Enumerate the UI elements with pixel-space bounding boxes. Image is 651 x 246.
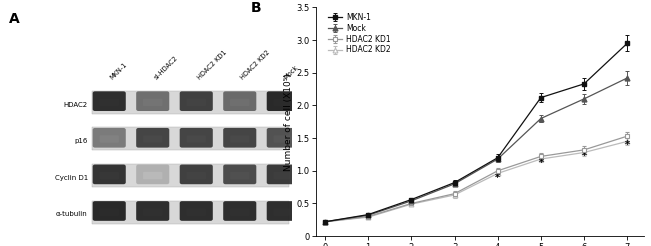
FancyBboxPatch shape	[180, 91, 213, 111]
FancyBboxPatch shape	[223, 91, 256, 111]
FancyBboxPatch shape	[136, 91, 169, 111]
Text: Mock: Mock	[283, 64, 299, 81]
Text: B: B	[251, 0, 261, 15]
FancyBboxPatch shape	[230, 99, 249, 106]
Bar	[92, 127, 289, 150]
FancyBboxPatch shape	[136, 165, 169, 184]
FancyBboxPatch shape	[180, 128, 213, 148]
FancyBboxPatch shape	[223, 201, 256, 221]
FancyBboxPatch shape	[273, 208, 293, 216]
Bar	[92, 201, 289, 224]
Text: HDAC2: HDAC2	[64, 102, 88, 108]
Text: HDAC2 KD1: HDAC2 KD1	[196, 49, 228, 81]
Text: A: A	[9, 12, 20, 26]
Text: *: *	[625, 140, 630, 150]
Text: p16: p16	[74, 138, 88, 144]
Text: si-HDAC2: si-HDAC2	[153, 55, 179, 81]
FancyBboxPatch shape	[180, 201, 213, 221]
FancyBboxPatch shape	[267, 201, 300, 221]
FancyBboxPatch shape	[100, 135, 119, 143]
FancyBboxPatch shape	[230, 135, 249, 143]
Text: MKN-1: MKN-1	[109, 61, 128, 81]
FancyBboxPatch shape	[92, 165, 126, 184]
FancyBboxPatch shape	[187, 99, 206, 106]
FancyBboxPatch shape	[136, 128, 169, 148]
Text: *: *	[581, 151, 587, 161]
FancyBboxPatch shape	[273, 172, 293, 179]
FancyBboxPatch shape	[187, 172, 206, 179]
FancyBboxPatch shape	[273, 135, 293, 143]
FancyBboxPatch shape	[273, 99, 293, 106]
FancyBboxPatch shape	[223, 128, 256, 148]
Legend: MKN-1, Mock, HDAC2 KD1, HDAC2 KD2: MKN-1, Mock, HDAC2 KD1, HDAC2 KD2	[327, 11, 392, 56]
FancyBboxPatch shape	[100, 99, 119, 106]
FancyBboxPatch shape	[143, 135, 163, 143]
FancyBboxPatch shape	[230, 208, 249, 216]
Text: Cyclin D1: Cyclin D1	[55, 175, 88, 181]
Text: HDAC2 KD2: HDAC2 KD2	[240, 49, 271, 81]
FancyBboxPatch shape	[143, 208, 163, 216]
FancyBboxPatch shape	[100, 208, 119, 216]
FancyBboxPatch shape	[223, 165, 256, 184]
FancyBboxPatch shape	[180, 165, 213, 184]
Text: *: *	[495, 172, 500, 183]
FancyBboxPatch shape	[267, 91, 300, 111]
FancyBboxPatch shape	[92, 91, 126, 111]
FancyBboxPatch shape	[92, 128, 126, 148]
FancyBboxPatch shape	[267, 165, 300, 184]
Bar	[92, 164, 289, 187]
FancyBboxPatch shape	[187, 135, 206, 143]
FancyBboxPatch shape	[100, 172, 119, 179]
Bar	[92, 91, 289, 114]
Y-axis label: Number of cell (X10⁵): Number of cell (X10⁵)	[284, 73, 294, 171]
Text: *: *	[538, 157, 544, 168]
FancyBboxPatch shape	[143, 172, 163, 179]
FancyBboxPatch shape	[187, 208, 206, 216]
Text: α-tubulin: α-tubulin	[56, 211, 88, 217]
FancyBboxPatch shape	[92, 201, 126, 221]
FancyBboxPatch shape	[143, 99, 163, 106]
FancyBboxPatch shape	[267, 128, 300, 148]
FancyBboxPatch shape	[230, 172, 249, 179]
FancyBboxPatch shape	[136, 201, 169, 221]
